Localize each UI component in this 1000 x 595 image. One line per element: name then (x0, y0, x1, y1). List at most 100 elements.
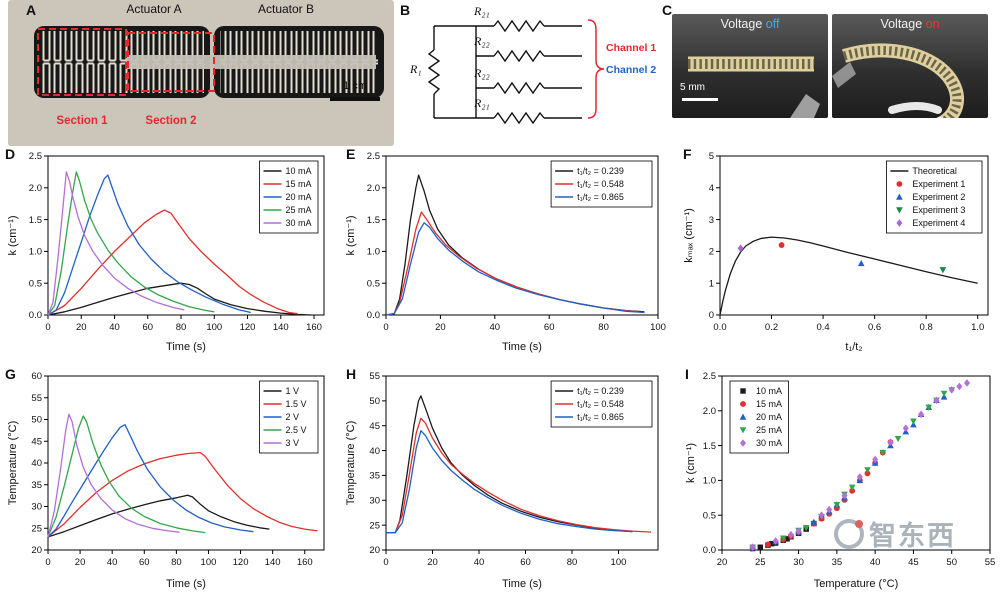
svg-text:30: 30 (369, 495, 380, 506)
svg-text:20: 20 (76, 322, 87, 333)
section2-dashed-box (127, 32, 215, 92)
svg-text:t₁/t₂ = 0.239: t₁/t₂ = 0.239 (577, 386, 624, 396)
svg-text:20: 20 (427, 557, 438, 568)
svg-text:5: 5 (709, 151, 714, 162)
panel-a-photo: Actuator A Actuator B Section 1 Section … (8, 0, 394, 146)
svg-text:1.5: 1.5 (703, 441, 716, 452)
svg-text:t₁/t₂: t₁/t₂ (845, 341, 862, 353)
svg-text:Time (s): Time (s) (166, 341, 206, 353)
svg-text:0.0: 0.0 (367, 310, 380, 321)
holder-graphic (790, 94, 820, 118)
svg-text:t₁/t₂ = 0.865: t₁/t₂ = 0.865 (577, 192, 624, 202)
scalebar-1cm (330, 97, 380, 101)
svg-text:2.0: 2.0 (703, 406, 716, 417)
resistor-r22-a (493, 49, 545, 63)
svg-text:t₁/t₂ = 0.239: t₁/t₂ = 0.239 (577, 166, 624, 176)
svg-text:45: 45 (369, 421, 380, 432)
actuator-bent-graphic (832, 43, 964, 118)
svg-text:100: 100 (206, 322, 222, 333)
svg-text:Temperature (°C): Temperature (°C) (345, 421, 357, 505)
svg-text:t₁/t₂ = 0.548: t₁/t₂ = 0.548 (577, 179, 624, 189)
svg-text:50: 50 (946, 557, 957, 568)
svg-text:140: 140 (273, 322, 289, 333)
svg-text:40: 40 (107, 557, 118, 568)
svg-text:0.0: 0.0 (703, 545, 716, 556)
svg-text:Time (s): Time (s) (502, 341, 542, 353)
svg-text:40: 40 (31, 458, 42, 469)
panel-c-photos: Voltage off 5 mm Voltage on (660, 0, 998, 146)
scalebar-5mm (682, 98, 718, 101)
resistor-r21-bottom (493, 111, 545, 125)
circuit-wires (433, 25, 582, 119)
scalebar-5mm-label: 5 mm (680, 82, 705, 93)
svg-text:Experiment 4: Experiment 4 (912, 218, 965, 228)
svg-text:4: 4 (709, 183, 714, 194)
voltage-on-label: Voltage on (880, 17, 940, 31)
svg-text:60: 60 (31, 371, 42, 382)
svg-text:25 mA: 25 mA (756, 425, 782, 435)
svg-text:35: 35 (31, 480, 42, 491)
svg-text:25: 25 (31, 523, 42, 534)
svg-text:160: 160 (306, 322, 322, 333)
photo-voltage-on: Voltage on (832, 14, 988, 118)
channel2-label: Channel 2 (606, 64, 657, 76)
chart-i-curvature-vs-temperature: 20 25 30 35 40 45 50 55 0.0 0.5 1.0 1.5 2.0 2.5 Temper… (685, 371, 995, 590)
svg-text:Experiment 3: Experiment 3 (912, 205, 965, 215)
voltage-off-label: Voltage off (720, 17, 780, 31)
svg-text:Theoretical: Theoretical (912, 166, 957, 176)
panel-letter-e: E (346, 146, 356, 162)
svg-text:k (cm⁻¹): k (cm⁻¹) (345, 215, 357, 255)
svg-text:2.0: 2.0 (29, 183, 42, 194)
svg-text:60: 60 (139, 557, 150, 568)
panel-letter-i: I (685, 366, 689, 382)
actuator-b-label: Actuator B (257, 2, 315, 16)
panel-letter-d: D (5, 146, 16, 162)
svg-text:20: 20 (75, 557, 86, 568)
svg-text:0.6: 0.6 (868, 322, 881, 333)
svg-text:100: 100 (201, 557, 217, 568)
svg-text:Experiment 1: Experiment 1 (912, 179, 965, 189)
svg-text:1.0: 1.0 (29, 247, 42, 258)
svg-text:30 mA: 30 mA (756, 438, 782, 448)
svg-text:1.5 V: 1.5 V (286, 399, 307, 409)
section1-label: Section 1 (56, 115, 108, 127)
svg-text:45: 45 (908, 557, 919, 568)
svg-text:120: 120 (240, 322, 256, 333)
svg-text:0: 0 (383, 322, 388, 333)
svg-text:55: 55 (31, 393, 42, 404)
svg-text:20: 20 (435, 322, 446, 333)
svg-text:40: 40 (490, 322, 501, 333)
svg-text:60: 60 (544, 322, 555, 333)
off-text: off (765, 17, 780, 31)
svg-text:2.5 V: 2.5 V (286, 425, 307, 435)
r21-bottom-label: R₂₁ (474, 96, 490, 110)
svg-text:0.8: 0.8 (920, 322, 933, 333)
svg-text:60: 60 (520, 557, 531, 568)
svg-text:20 mA: 20 mA (756, 412, 782, 422)
svg-text:Temperature (°C): Temperature (°C) (814, 578, 898, 590)
svg-text:160: 160 (297, 557, 313, 568)
resistor-r1 (427, 49, 441, 95)
svg-text:0.4: 0.4 (816, 322, 829, 333)
holder-graphic (832, 62, 856, 88)
svg-text:25: 25 (755, 557, 766, 568)
svg-text:3 V: 3 V (286, 438, 300, 448)
chart-d-curvature-vs-time-current: 0 20 40 60 80 100 120 140 160 0.0 0.5 1.0 1.5 2.0 2.5 T… (7, 151, 325, 353)
svg-text:40: 40 (870, 557, 881, 568)
section2-label: Section 2 (145, 115, 197, 127)
svg-text:0: 0 (709, 310, 714, 321)
r1-label: R₁ (410, 62, 422, 76)
svg-text:80: 80 (171, 557, 182, 568)
panel-letter-g: G (5, 366, 16, 382)
svg-text:40: 40 (109, 322, 120, 333)
svg-text:0: 0 (45, 557, 50, 568)
svg-text:10 mA: 10 mA (286, 166, 312, 176)
svg-text:80: 80 (567, 557, 578, 568)
svg-text:2.5: 2.5 (703, 371, 716, 382)
svg-text:1.5: 1.5 (367, 215, 380, 226)
svg-text:25 mA: 25 mA (286, 205, 312, 215)
resistor-r21-top (493, 19, 545, 33)
svg-text:Experiment 2: Experiment 2 (912, 192, 965, 202)
actuator-flat-graphic (688, 56, 820, 118)
